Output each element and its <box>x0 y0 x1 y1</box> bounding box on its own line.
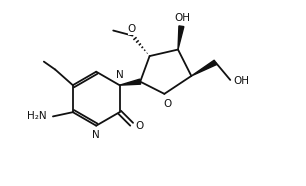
Text: OH: OH <box>174 13 190 23</box>
Text: OH: OH <box>234 76 250 86</box>
Text: methoxy: methoxy <box>110 26 117 27</box>
Text: H₂N: H₂N <box>27 111 47 121</box>
Text: O: O <box>128 24 136 34</box>
Polygon shape <box>191 60 217 76</box>
Text: N: N <box>116 70 123 80</box>
Text: N: N <box>92 131 100 140</box>
Polygon shape <box>178 26 184 49</box>
Polygon shape <box>120 79 141 85</box>
Text: O: O <box>163 99 171 109</box>
Text: O: O <box>135 121 144 131</box>
